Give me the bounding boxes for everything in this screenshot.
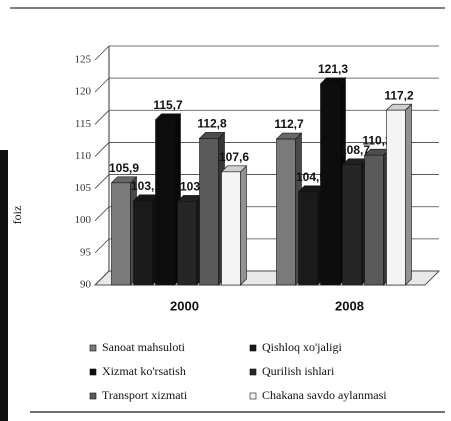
bar [364,154,384,286]
bar [155,119,175,286]
bar [133,200,153,286]
bar-side [240,165,247,286]
scan-edge [0,150,8,421]
value-label: 104,5 [296,170,326,184]
bar [386,109,406,286]
y-tick-label: 120 [75,86,92,98]
legend-swatch [89,344,97,352]
x-tick-label: 2000 [170,298,199,313]
bar [276,138,296,286]
y-tick-label: 110 [75,150,92,162]
legend-label: Sanoat mahsuloti [102,340,186,354]
legend-swatch [89,392,97,400]
bar [221,171,241,286]
legend-label: Qurilish ishlari [262,364,335,378]
legend-swatch [249,344,257,352]
bar [298,191,318,286]
bar [177,201,197,286]
legend-label: Xizmat ko'rsatish [102,364,186,378]
y-tick-label: 125 [75,54,92,66]
y-tick-label: 100 [75,214,92,226]
x-tick-label: 2008 [335,298,364,313]
value-label: 112,8 [197,117,227,131]
y-tick-label: 90 [80,279,92,291]
bar [320,83,340,286]
value-label: 112,7 [274,117,304,131]
value-label: 107,6 [219,150,249,164]
y-tick-label: 105 [75,182,92,194]
value-label: 121,3 [318,62,348,76]
grid-line [94,45,439,61]
legend-swatch [249,368,257,376]
value-label: 103 [180,180,200,194]
legend-swatch [249,392,257,400]
y-tick-label: 115 [75,118,92,130]
bar [199,138,219,286]
legend-label: Qishloq xo'jaligi [262,340,342,354]
value-label: 117,2 [384,88,414,102]
bar [342,164,362,286]
y-tick-label: 95 [80,246,92,258]
value-label: 108,7 [340,143,370,157]
y-axis-label: foiz [10,206,24,225]
value-label: 105,9 [109,161,139,175]
bar-side [405,103,412,286]
value-label: 110,2 [362,133,392,147]
value-label: 103,1 [131,179,161,193]
legend-label: Chakana savdo aylanmasi [262,388,387,402]
legend-swatch [89,368,97,376]
value-label: 115,7 [153,98,183,112]
legend-label: Transport xizmati [102,388,188,402]
bar [111,182,131,286]
